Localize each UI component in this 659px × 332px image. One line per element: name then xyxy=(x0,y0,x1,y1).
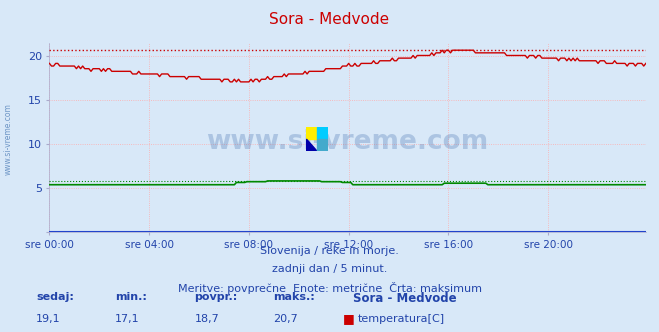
Text: Meritve: povprečne  Enote: metrične  Črta: maksimum: Meritve: povprečne Enote: metrične Črta:… xyxy=(177,282,482,294)
Text: temperatura[C]: temperatura[C] xyxy=(358,314,445,324)
Text: sedaj:: sedaj: xyxy=(36,292,74,302)
Text: www.si-vreme.com: www.si-vreme.com xyxy=(206,128,489,155)
Text: ■: ■ xyxy=(343,312,355,325)
Text: 18,7: 18,7 xyxy=(194,314,219,324)
Text: 19,1: 19,1 xyxy=(36,314,61,324)
Bar xyxy=(317,127,328,139)
Bar xyxy=(306,127,317,139)
Text: ■: ■ xyxy=(343,330,355,332)
Polygon shape xyxy=(317,139,328,151)
Text: Sora - Medvode: Sora - Medvode xyxy=(270,12,389,27)
Text: Slovenija / reke in morje.: Slovenija / reke in morje. xyxy=(260,246,399,256)
Text: 17,1: 17,1 xyxy=(115,314,140,324)
Text: 20,7: 20,7 xyxy=(273,314,299,324)
Polygon shape xyxy=(306,139,317,151)
Text: povpr.:: povpr.: xyxy=(194,292,238,302)
Text: www.si-vreme.com: www.si-vreme.com xyxy=(3,104,13,175)
Text: maks.:: maks.: xyxy=(273,292,315,302)
Text: zadnji dan / 5 minut.: zadnji dan / 5 minut. xyxy=(272,264,387,274)
Text: min.:: min.: xyxy=(115,292,147,302)
Text: Sora - Medvode: Sora - Medvode xyxy=(353,292,456,305)
